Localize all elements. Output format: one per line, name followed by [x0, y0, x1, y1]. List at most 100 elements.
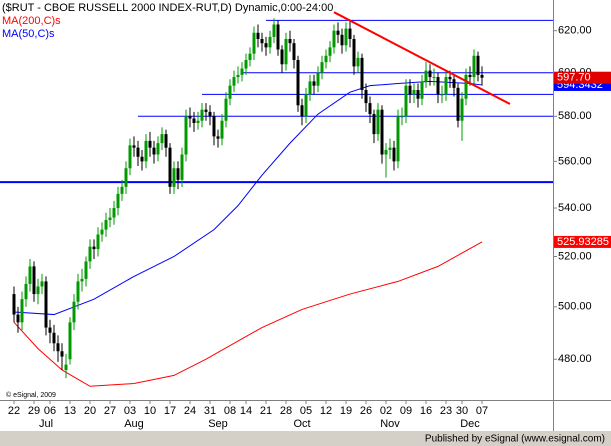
chart-background: [0, 0, 611, 431]
candle-body: [252, 32, 256, 54]
x-tick-label: 14: [240, 405, 252, 417]
month-label: Oct: [293, 418, 310, 430]
x-tick-label: 21: [260, 405, 272, 417]
candle-body: [104, 219, 108, 230]
x-tick-label: 09: [400, 405, 412, 417]
candle-body: [232, 77, 236, 86]
candle-body: [292, 43, 296, 61]
plot: [0, 11, 553, 387]
candle-body: [28, 266, 32, 284]
candle-body: [244, 60, 248, 69]
candle-body: [184, 116, 188, 155]
candle-body: [24, 283, 28, 300]
candle-body: [88, 246, 92, 262]
candle-body: [444, 77, 448, 95]
candle-body: [156, 143, 160, 155]
candle-body: [208, 111, 212, 117]
candle-body: [40, 281, 44, 287]
candle-body: [68, 322, 72, 360]
candle-body: [212, 116, 216, 137]
candle-body: [380, 109, 384, 155]
candle-body: [468, 74, 472, 78]
candle-body: [336, 30, 340, 35]
y-tick-label: 620.00: [558, 25, 592, 37]
candle-body: [276, 24, 280, 50]
candle-body: [312, 81, 316, 86]
candle-body: [108, 217, 112, 220]
x-tick-label: 28: [280, 405, 292, 417]
x-tick-label: 19: [340, 405, 352, 417]
candle-body: [52, 332, 56, 344]
candle-body: [464, 74, 468, 99]
candle-body: [408, 85, 412, 95]
candle-body: [168, 147, 172, 187]
candle-body: [296, 60, 300, 106]
candle-body: [44, 281, 48, 328]
candle-body: [324, 55, 328, 63]
x-tick-label: 16: [420, 405, 432, 417]
candle-body: [376, 109, 380, 135]
candle-body: [100, 229, 104, 235]
candle-body: [128, 145, 132, 169]
candle-body: [304, 94, 308, 117]
trend-line: [333, 11, 511, 105]
candle-body: [288, 38, 292, 44]
candle-body: [60, 351, 64, 357]
value-label-box: [554, 71, 611, 84]
month-label: Jul: [39, 418, 53, 430]
candle-body: [240, 68, 244, 75]
legend-entry: MA(200,C)s: [2, 15, 61, 27]
candle-body: [264, 43, 268, 48]
y-tick-label: 520.00: [558, 250, 592, 262]
candle-body: [188, 116, 192, 119]
candle-body: [320, 62, 324, 73]
copyright: © eSignal, 2009: [6, 391, 56, 399]
y-tick-label: 500.00: [558, 301, 592, 313]
candle-body: [344, 28, 348, 46]
candle-body: [268, 36, 272, 48]
candle-body: [384, 149, 388, 155]
x-tick-label: 20: [84, 405, 96, 417]
x-tick-label: 12: [320, 405, 332, 417]
candle-body: [228, 85, 232, 99]
candle-body: [300, 105, 304, 117]
y-tick-label: 560.00: [558, 155, 592, 167]
candle-body: [200, 109, 204, 121]
candle-body: [64, 364, 68, 370]
x-tick-label: 31: [204, 405, 216, 417]
candle-body: [272, 24, 276, 37]
x-tick-label: 22: [8, 405, 20, 417]
candle-body: [192, 118, 196, 123]
candle-body: [348, 28, 352, 39]
candle-body: [480, 74, 484, 78]
candle-body: [456, 87, 460, 121]
candle-body: [400, 116, 404, 118]
candle-body: [196, 120, 200, 123]
candle-body: [176, 168, 180, 180]
candle-body: [48, 327, 52, 333]
candle-body: [420, 81, 424, 99]
candle-body: [460, 98, 464, 121]
x-tick-label: 05: [300, 405, 312, 417]
candle-body: [116, 193, 120, 209]
candle-body: [280, 49, 284, 65]
candle-body: [448, 77, 452, 80]
candle-body: [472, 55, 476, 78]
candle-body: [332, 30, 336, 48]
candle-body: [396, 116, 400, 162]
candle-body: [316, 72, 320, 86]
candle-body: [356, 57, 360, 67]
candle-body: [132, 145, 136, 148]
candle-body: [340, 34, 344, 46]
candle-body: [56, 343, 60, 352]
candle-body: [368, 103, 372, 115]
candle-body: [112, 208, 116, 218]
month-label: Dec: [460, 418, 480, 430]
candle-body: [372, 114, 376, 135]
candle-body: [160, 134, 164, 144]
candle-body: [140, 156, 144, 162]
candle-body: [452, 79, 456, 88]
